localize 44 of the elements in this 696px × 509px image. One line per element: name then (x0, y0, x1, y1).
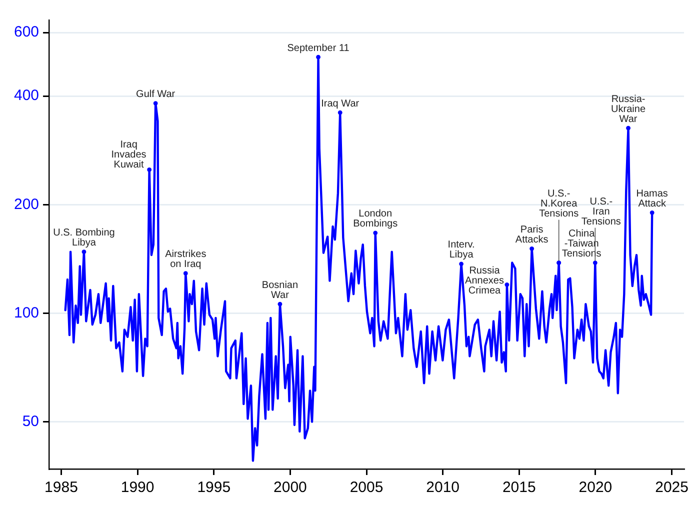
x-tick-label: 1995 (197, 479, 231, 496)
x-tick-label: 2015 (502, 479, 536, 496)
point (316, 54, 320, 60)
annotation: Bosnian War (262, 280, 298, 301)
point (504, 282, 510, 287)
point (650, 210, 654, 215)
point (459, 262, 464, 266)
x-tick-label: 2020 (578, 479, 612, 496)
annotation: London Bombings (353, 208, 398, 230)
annotation: U.S.- N.Korea Tensions (539, 188, 579, 220)
annotation: Russia- Ukraine War (611, 94, 646, 125)
point (592, 260, 598, 265)
point (338, 110, 342, 115)
point (183, 271, 188, 276)
x-tick-label: 2005 (350, 479, 384, 496)
x-tick-label: 1985 (44, 479, 78, 496)
point (82, 250, 86, 254)
annotation: Airstrikes on Iraq (165, 249, 206, 270)
x-tick-label: 2000 (274, 479, 307, 496)
y-tick-label: 400 (14, 87, 40, 104)
y-tick-label: 100 (14, 304, 40, 322)
y-tick-label: 600 (14, 24, 40, 41)
y-tick-label: 50 (22, 412, 40, 430)
x-tick-label: 2025 (655, 479, 688, 496)
point (530, 246, 534, 251)
point (153, 101, 158, 106)
annotation: September 11 (287, 42, 350, 54)
annotation: U.S.- Iran Tensions (581, 196, 621, 228)
annotation: Russia Annexes Crimea (465, 265, 504, 296)
point (373, 230, 378, 236)
annotation: Hamas Attack (636, 188, 668, 210)
point (147, 167, 152, 172)
point (626, 126, 630, 130)
annotation: Iraq Invades Kuwait (111, 139, 146, 170)
annotation: Interv. Libya (448, 240, 475, 261)
annotation: Paris Attacks (515, 224, 548, 246)
y-tick-label: 200 (14, 196, 40, 213)
x-tick-label: 1990 (120, 479, 154, 496)
point (556, 260, 562, 265)
point (278, 302, 282, 306)
x-tick-label: 2010 (426, 479, 460, 496)
annotation: Iraq War (321, 98, 360, 110)
annotation: Gulf War (136, 89, 176, 100)
annotation: U.S. Bombing Libya (53, 228, 115, 249)
